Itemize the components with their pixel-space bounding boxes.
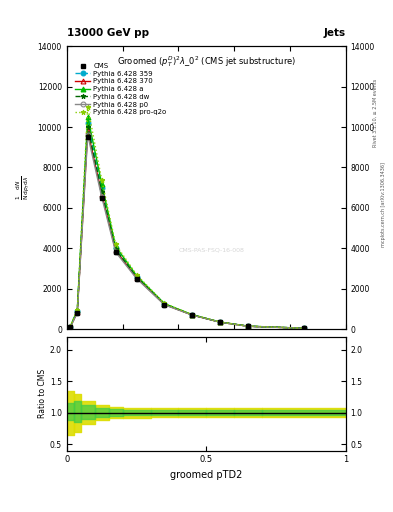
Pythia 6.428 a <box>68 324 73 330</box>
Pythia 6.428 a <box>162 301 167 307</box>
Pythia 6.428 p0 <box>134 275 139 282</box>
Pythia 6.428 a <box>113 243 118 249</box>
Pythia 6.428 pro-q2o <box>113 241 118 247</box>
Pythia 6.428 370 <box>218 319 222 325</box>
Pythia 6.428 359 <box>302 325 307 331</box>
Pythia 6.428 dw <box>134 274 139 281</box>
Pythia 6.428 pro-q2o <box>99 177 104 183</box>
Pythia 6.428 359 <box>162 301 167 307</box>
Pythia 6.428 pro-q2o <box>75 306 80 312</box>
CMS <box>134 275 139 282</box>
Pythia 6.428 370 <box>75 309 80 315</box>
Text: Groomed $(p_T^D)^2\lambda\_0^2$ (CMS jet substructure): Groomed $(p_T^D)^2\lambda\_0^2$ (CMS jet… <box>117 55 296 70</box>
CMS <box>75 310 80 316</box>
Pythia 6.428 a <box>302 325 307 331</box>
Pythia 6.428 p0 <box>113 249 118 255</box>
Pythia 6.428 dw <box>113 246 118 252</box>
Pythia 6.428 pro-q2o <box>246 323 251 329</box>
Pythia 6.428 pro-q2o <box>190 312 195 318</box>
Pythia 6.428 359 <box>99 185 104 191</box>
Pythia 6.428 pro-q2o <box>68 324 73 330</box>
Pythia 6.428 a <box>99 181 104 187</box>
Pythia 6.428 p0 <box>162 302 167 308</box>
Pythia 6.428 dw <box>218 319 222 325</box>
Pythia 6.428 359 <box>75 308 80 314</box>
Pythia 6.428 359 <box>246 323 251 329</box>
Pythia 6.428 359 <box>85 120 90 126</box>
Pythia 6.428 370 <box>68 324 73 330</box>
Pythia 6.428 p0 <box>75 310 80 316</box>
Pythia 6.428 pro-q2o <box>134 272 139 278</box>
CMS <box>162 302 167 308</box>
Text: CMS-PAS-FSQ-16-008: CMS-PAS-FSQ-16-008 <box>179 247 245 252</box>
Y-axis label: Ratio to CMS: Ratio to CMS <box>38 369 47 418</box>
CMS <box>99 195 104 201</box>
Pythia 6.428 dw <box>190 312 195 318</box>
Line: Pythia 6.428 359: Pythia 6.428 359 <box>68 120 307 331</box>
Pythia 6.428 a <box>246 323 251 329</box>
Text: Rivet 3.1.10, ≥ 2.5M events: Rivet 3.1.10, ≥ 2.5M events <box>373 78 378 147</box>
Pythia 6.428 dw <box>162 301 167 307</box>
Pythia 6.428 a <box>85 114 90 120</box>
Line: Pythia 6.428 p0: Pythia 6.428 p0 <box>68 133 307 331</box>
Text: Jets: Jets <box>324 28 346 38</box>
Pythia 6.428 a <box>134 273 139 279</box>
Pythia 6.428 dw <box>75 309 80 315</box>
Line: Pythia 6.428 370: Pythia 6.428 370 <box>68 129 307 331</box>
Pythia 6.428 359 <box>190 312 195 318</box>
Pythia 6.428 359 <box>134 273 139 280</box>
Pythia 6.428 dw <box>302 325 307 331</box>
Pythia 6.428 pro-q2o <box>218 319 222 325</box>
Pythia 6.428 370 <box>113 247 118 253</box>
X-axis label: groomed pTD2: groomed pTD2 <box>170 470 242 480</box>
Pythia 6.428 a <box>190 312 195 318</box>
Pythia 6.428 p0 <box>302 325 307 331</box>
Pythia 6.428 pro-q2o <box>85 104 90 110</box>
Pythia 6.428 359 <box>113 245 118 251</box>
Pythia 6.428 p0 <box>85 132 90 138</box>
Pythia 6.428 dw <box>99 189 104 195</box>
Pythia 6.428 dw <box>85 124 90 130</box>
CMS <box>190 312 195 318</box>
Pythia 6.428 370 <box>134 274 139 281</box>
Pythia 6.428 359 <box>68 324 73 330</box>
CMS <box>302 325 307 331</box>
Pythia 6.428 p0 <box>246 323 251 329</box>
Pythia 6.428 370 <box>190 312 195 318</box>
CMS <box>246 323 251 329</box>
Line: CMS: CMS <box>68 135 307 331</box>
Text: mcplots.cern.ch [arXiv:1306.3436]: mcplots.cern.ch [arXiv:1306.3436] <box>381 162 386 247</box>
Pythia 6.428 p0 <box>190 312 195 318</box>
Pythia 6.428 370 <box>246 323 251 329</box>
Legend: CMS, Pythia 6.428 359, Pythia 6.428 370, Pythia 6.428 a, Pythia 6.428 dw, Pythia: CMS, Pythia 6.428 359, Pythia 6.428 370,… <box>73 61 169 117</box>
Pythia 6.428 pro-q2o <box>302 325 307 331</box>
Y-axis label: $\frac{1}{\mathrm{N}}\frac{\mathrm{d}N}{\mathrm{d}p_T\mathrm{d}\lambda}$: $\frac{1}{\mathrm{N}}\frac{\mathrm{d}N}{… <box>15 175 32 200</box>
Text: 13000 GeV pp: 13000 GeV pp <box>67 28 149 38</box>
Pythia 6.428 a <box>75 307 80 313</box>
Pythia 6.428 dw <box>246 323 251 329</box>
Pythia 6.428 370 <box>302 325 307 331</box>
Pythia 6.428 p0 <box>99 194 104 200</box>
Pythia 6.428 pro-q2o <box>162 301 167 307</box>
Pythia 6.428 359 <box>218 319 222 325</box>
Pythia 6.428 p0 <box>68 324 73 330</box>
Line: Pythia 6.428 dw: Pythia 6.428 dw <box>68 124 307 331</box>
CMS <box>68 324 73 330</box>
Line: Pythia 6.428 pro-q2o: Pythia 6.428 pro-q2o <box>68 104 307 331</box>
Pythia 6.428 370 <box>162 302 167 308</box>
Pythia 6.428 a <box>218 319 222 325</box>
CMS <box>85 134 90 140</box>
Pythia 6.428 dw <box>68 324 73 330</box>
Pythia 6.428 p0 <box>218 319 222 325</box>
Pythia 6.428 370 <box>85 128 90 134</box>
CMS <box>113 249 118 255</box>
Pythia 6.428 370 <box>99 190 104 197</box>
CMS <box>218 319 222 325</box>
Line: Pythia 6.428 a: Pythia 6.428 a <box>68 115 307 331</box>
